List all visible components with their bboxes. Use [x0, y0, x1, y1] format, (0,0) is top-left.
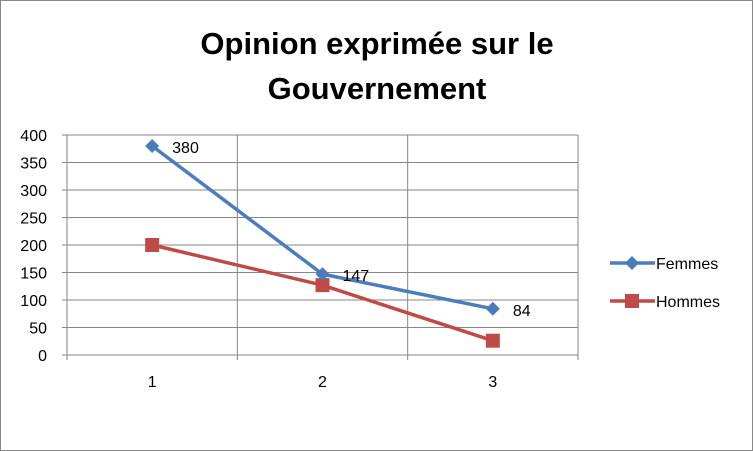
legend: Femmes Hommes [610, 256, 720, 311]
legend-swatch-marker [625, 256, 639, 270]
legend-entry-hommes: Hommes [656, 294, 720, 311]
y-tick-label: 250 [20, 211, 47, 228]
y-tick-label: 200 [20, 238, 47, 255]
data-label: 147 [343, 268, 370, 285]
y-tick-label: 150 [20, 266, 47, 283]
y-tick-label: 50 [29, 321, 47, 338]
axes: 0 50 100 150 200 250 300 350 400 1 2 3 [20, 128, 579, 391]
y-tick-label: 100 [20, 293, 47, 310]
legend-entry-femmes: Femmes [656, 256, 718, 273]
x-tick-label: 2 [318, 374, 327, 391]
legend-swatch-marker [625, 294, 639, 308]
chart-title: Opinion exprimée sur le Gouvernement [200, 26, 553, 106]
gridlines [67, 134, 579, 355]
data-point-femmes [315, 267, 330, 282]
data-label: 84 [513, 303, 531, 320]
data-labels: 380 147 84 [172, 140, 531, 320]
series-line-hommes [151, 243, 494, 343]
data-label: 380 [172, 140, 199, 157]
data-point-hommes [145, 238, 160, 252]
data-point-hommes [485, 333, 500, 348]
y-tick-label: 350 [20, 156, 47, 173]
series [145, 139, 500, 348]
chart-title-line-2: Gouvernement [268, 71, 487, 106]
data-point-hommes [315, 278, 330, 293]
x-tick-label: 3 [488, 374, 497, 391]
data-point-femmes [145, 139, 160, 153]
data-point-femmes [485, 301, 500, 316]
y-tick-label: 0 [38, 348, 47, 365]
y-tick-label: 400 [20, 128, 47, 145]
x-tick-label: 1 [148, 374, 157, 391]
y-tick-label: 300 [20, 183, 47, 200]
chart-title-line-1: Opinion exprimée sur le [200, 26, 553, 61]
